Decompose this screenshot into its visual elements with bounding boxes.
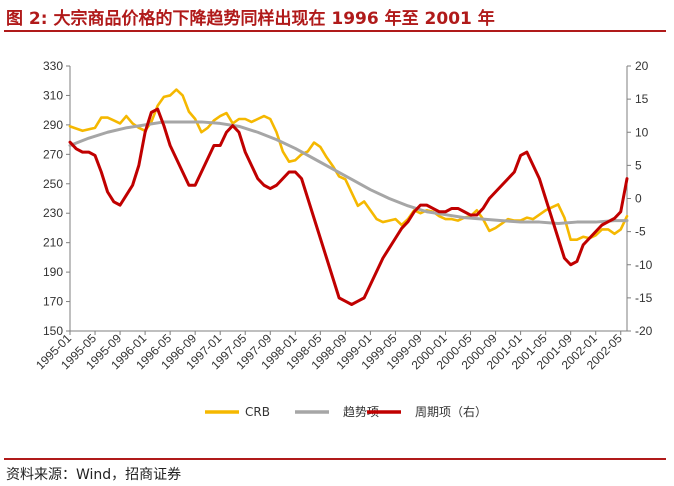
y-right-tick-label: 20 bbox=[635, 59, 649, 73]
legend-label-1: 趋势项 bbox=[343, 405, 379, 419]
y-right-tick-label: -5 bbox=[635, 225, 646, 239]
y-right-tick-label: 0 bbox=[635, 192, 642, 206]
y-left-tick-label: 270 bbox=[43, 147, 63, 161]
y-left-tick-label: 290 bbox=[43, 118, 63, 132]
y-left-tick-label: 210 bbox=[43, 236, 63, 250]
y-right-tick-label: -15 bbox=[635, 291, 653, 305]
source-note: 资料来源：Wind，招商证券 bbox=[6, 467, 182, 483]
y-left-tick-label: 330 bbox=[43, 59, 63, 73]
series-line-2 bbox=[68, 107, 629, 306]
y-right-tick-label: 5 bbox=[635, 158, 642, 172]
chart: 150170190210230250270290310330-20-15-10-… bbox=[33, 59, 653, 419]
y-left-tick-label: 310 bbox=[43, 88, 63, 102]
chart-legend: CRB 趋势项 周期项（右） bbox=[205, 404, 487, 419]
y-right-tick-label: -10 bbox=[635, 258, 653, 272]
page-title: 图 2: 大宗商品价格的下降趋势同样出现在 1996 年至 2001 年 bbox=[6, 9, 495, 29]
chart-axes: 150170190210230250270290310330-20-15-10-… bbox=[33, 59, 653, 372]
title-rule bbox=[4, 30, 666, 32]
y-right-tick-label: 10 bbox=[635, 125, 649, 139]
footer-rule bbox=[4, 458, 666, 460]
y-left-tick-label: 170 bbox=[43, 295, 63, 309]
series-line-0 bbox=[68, 88, 629, 242]
y-left-tick-label: 230 bbox=[43, 206, 63, 220]
y-right-tick-label: 15 bbox=[635, 92, 649, 106]
y-left-tick-label: 250 bbox=[43, 177, 63, 191]
y-right-tick-label: -20 bbox=[635, 324, 653, 338]
legend-label-2: 周期项（右） bbox=[415, 404, 487, 419]
y-left-tick-label: 150 bbox=[43, 324, 63, 338]
chart-series bbox=[68, 88, 629, 306]
y-left-tick-label: 190 bbox=[43, 265, 63, 279]
series-line-1 bbox=[68, 120, 629, 226]
legend-label-0: CRB bbox=[245, 405, 270, 419]
